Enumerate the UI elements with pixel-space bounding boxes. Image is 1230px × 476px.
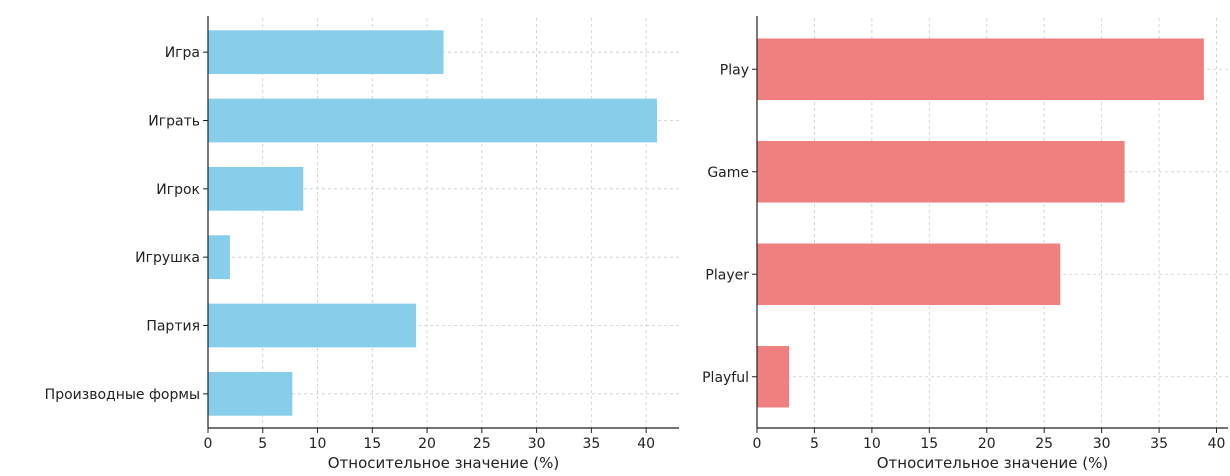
- x-axis-title: Относительное значение (%): [877, 454, 1108, 472]
- x-tick-label: 5: [810, 436, 819, 452]
- category-label: Игрушка: [135, 250, 200, 266]
- bar-Производные формы: [208, 371, 293, 416]
- x-tick-label: 25: [473, 436, 491, 452]
- category-label: Производные формы: [45, 387, 200, 403]
- x-tick-label: 20: [418, 436, 436, 452]
- x-tick-label: 35: [582, 436, 600, 452]
- left-chart: 0 5 10 15 20 25 30 35 40 Игра Играть Игрок Игрушка Па…: [45, 16, 679, 472]
- bar-Playful: [757, 346, 790, 408]
- x-tick-label: 15: [363, 436, 381, 452]
- bar-Play: [757, 38, 1204, 100]
- x-axis-title: Относительное значение (%): [328, 454, 559, 472]
- right-chart: 0 5 10 15 20 25 30 35 40 Play Game Player Playful Отн…: [702, 16, 1228, 472]
- x-tick-label: 15: [920, 436, 938, 452]
- x-tick-label: 5: [258, 436, 267, 452]
- x-tick-label: 20: [978, 436, 996, 452]
- x-tick-label: 0: [753, 436, 762, 452]
- bar-Game: [757, 141, 1125, 203]
- category-label: Игрок: [156, 182, 200, 198]
- bar-Player: [757, 243, 1061, 305]
- category-label: Playful: [702, 370, 749, 386]
- bar-Партия: [208, 303, 417, 348]
- x-tick-label: 35: [1150, 436, 1168, 452]
- x-tick-label: 40: [1208, 436, 1226, 452]
- category-label: Play: [720, 62, 749, 78]
- bar-Играть: [208, 98, 658, 143]
- x-tick-label: 0: [204, 436, 213, 452]
- bar-Игрушка: [208, 235, 230, 280]
- category-label: Играть: [148, 114, 200, 130]
- bar-Игра: [208, 30, 444, 75]
- x-tick-label: 40: [637, 436, 655, 452]
- x-tick-label: 10: [309, 436, 327, 452]
- x-tick-label: 30: [528, 436, 546, 452]
- x-tick-label: 25: [1035, 436, 1053, 452]
- category-label: Партия: [146, 319, 200, 335]
- bar-Игрок: [208, 166, 304, 211]
- category-label: Игра: [165, 45, 200, 61]
- x-tick-label: 10: [863, 436, 881, 452]
- x-tick-label: 30: [1093, 436, 1111, 452]
- category-label: Player: [705, 267, 749, 283]
- category-label: Game: [707, 165, 749, 181]
